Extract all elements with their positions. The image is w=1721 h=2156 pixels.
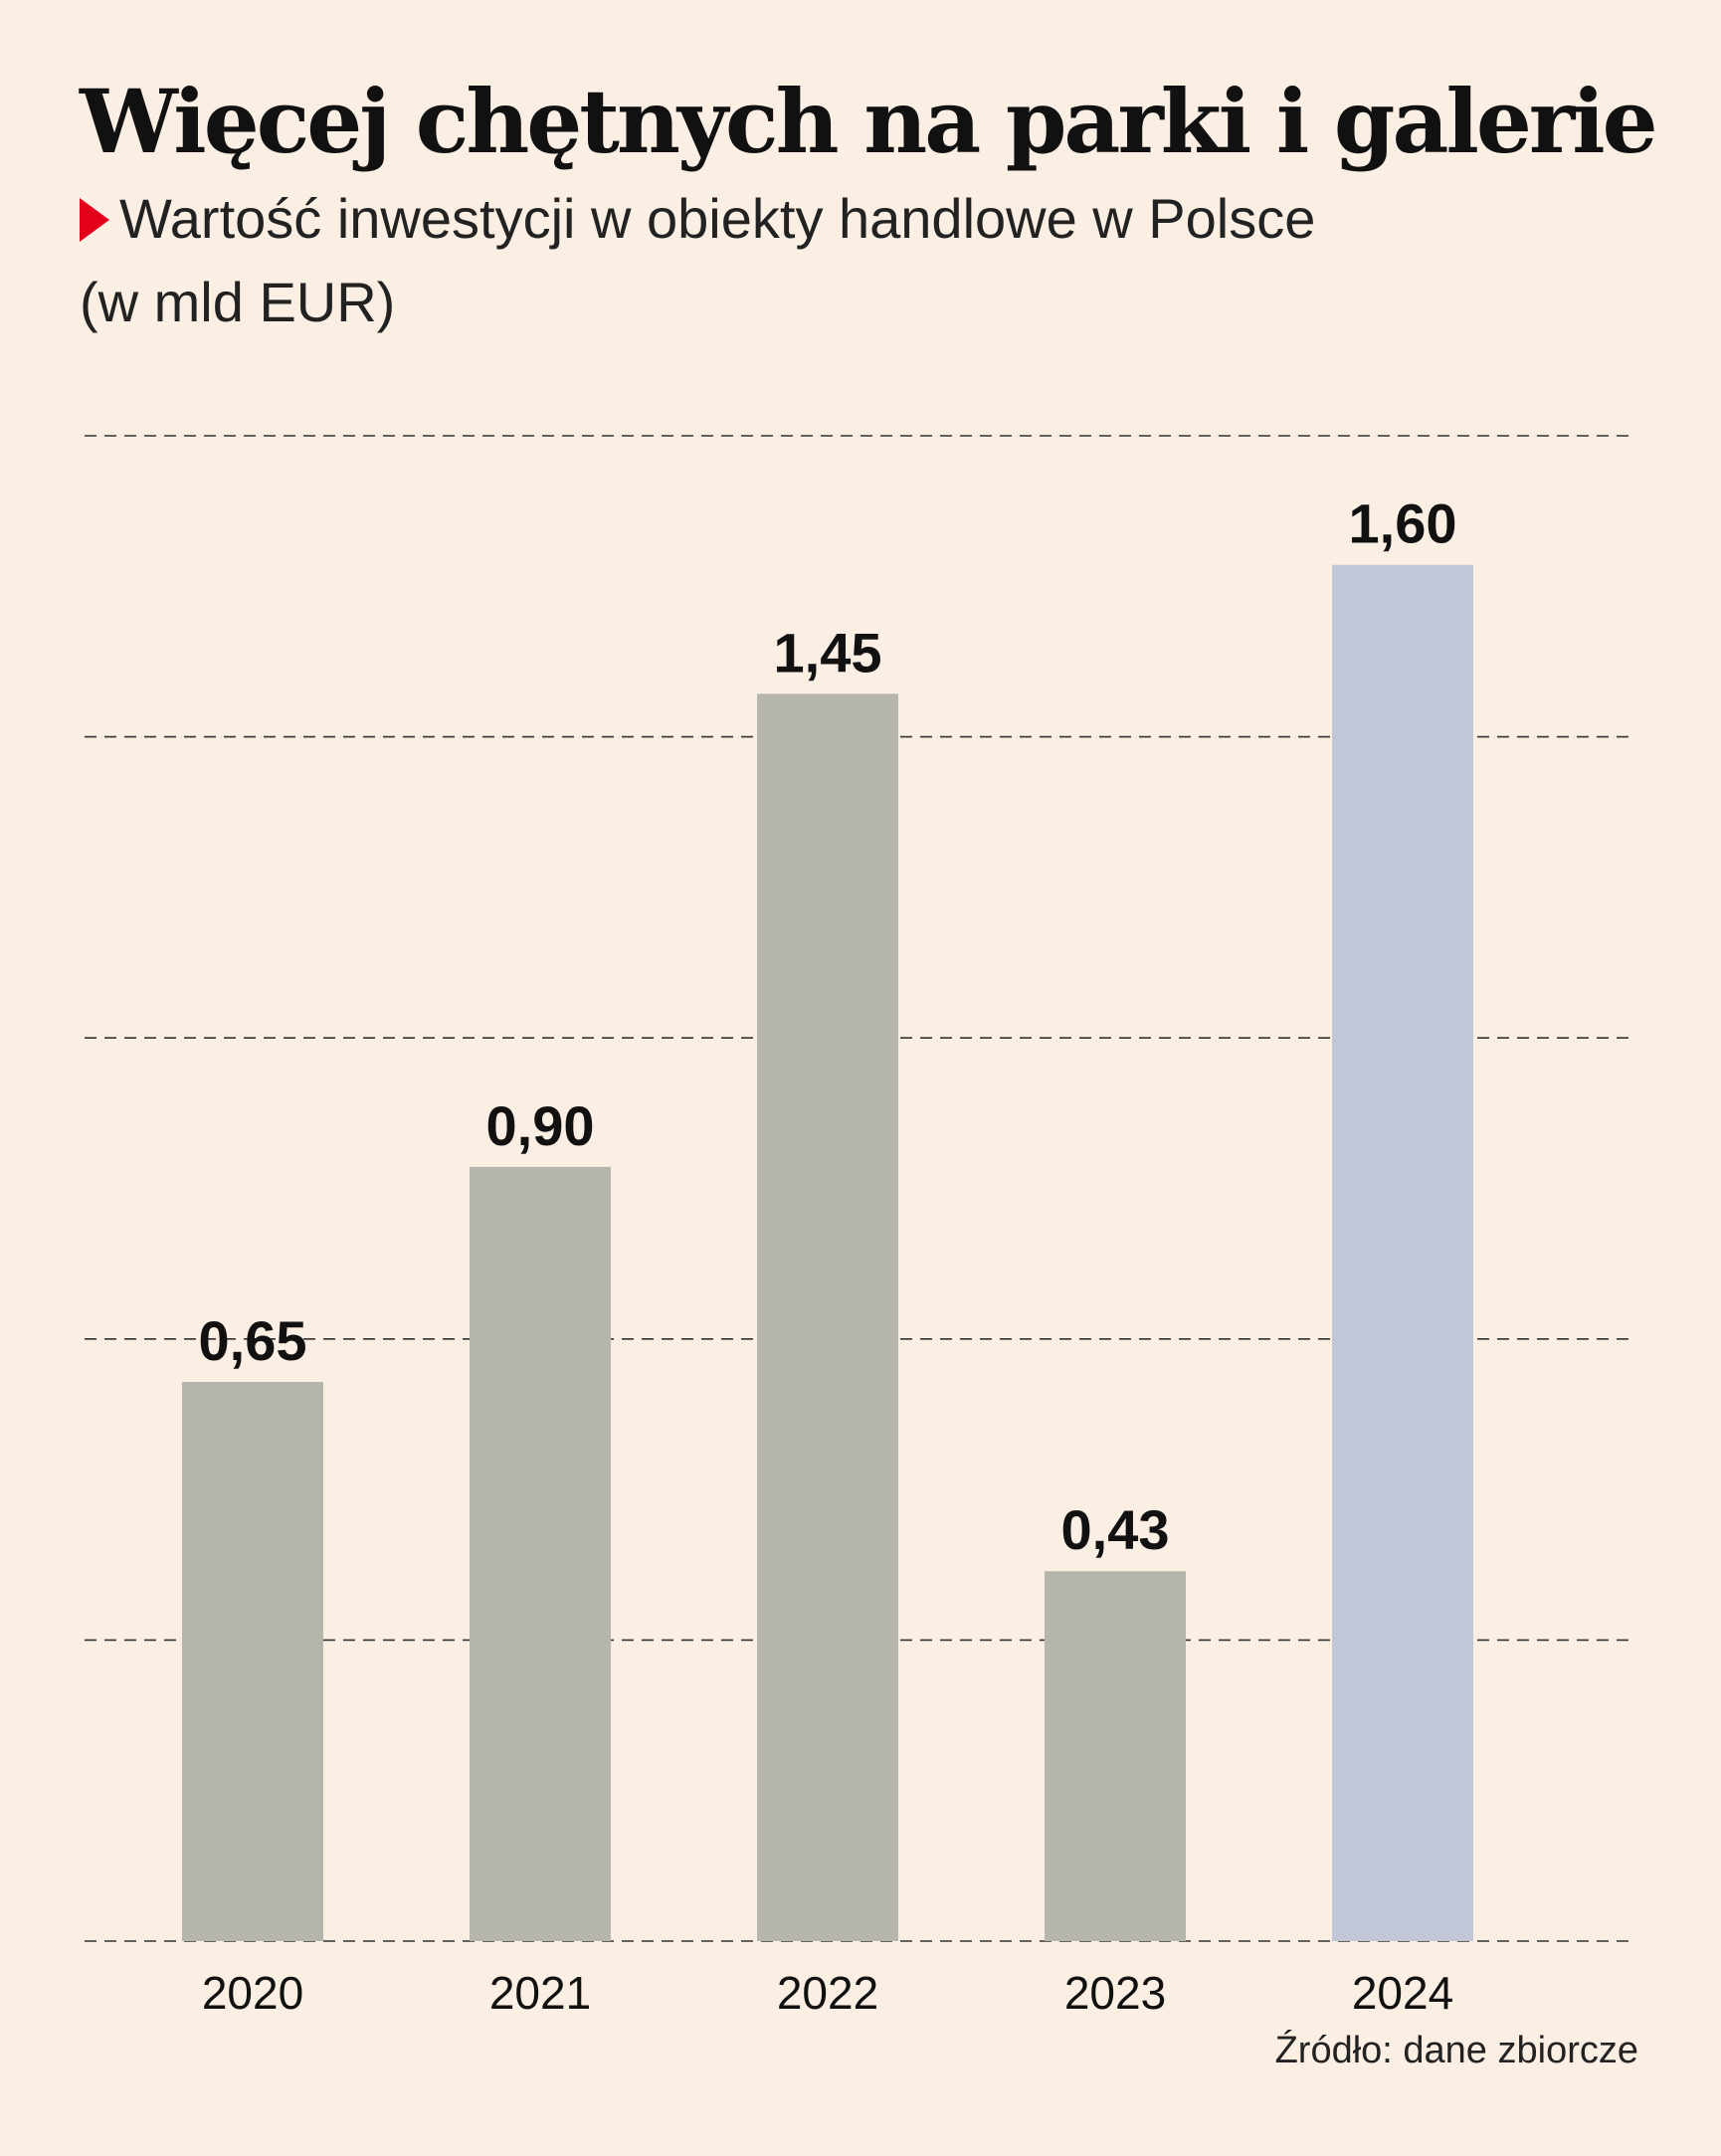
bar-2022 [757, 693, 898, 1942]
value-label-2022: 1,45 [774, 621, 882, 684]
x-tick-2022: 2022 [777, 1967, 878, 2019]
value-labels: 0,65 0,90 1,45 0,43 1,60 [199, 492, 1457, 1562]
bar-2021 [470, 1166, 611, 1941]
red-triangle-marker-icon [80, 198, 109, 242]
value-label-2023: 0,43 [1061, 1498, 1170, 1561]
bar-2024 [1332, 564, 1473, 1941]
x-tick-2023: 2023 [1064, 1967, 1166, 2019]
bar-2023 [1045, 1571, 1186, 1941]
x-tick-labels: 2020 2021 2022 2023 2024 [202, 1967, 1453, 2019]
x-tick-2024: 2024 [1352, 1967, 1453, 2019]
bars [182, 564, 1473, 1942]
value-label-2020: 0,65 [199, 1309, 307, 1372]
value-label-2021: 0,90 [486, 1094, 595, 1157]
x-tick-2021: 2021 [489, 1967, 591, 2019]
bar-2020 [182, 1382, 323, 1941]
source-note: Źródło: dane zbiorcze [1274, 2030, 1638, 2071]
chart-title: Więcej chętnych na parki i galerie [80, 70, 1658, 173]
chart-subtitle: Wartość inwestycji w obiekty handlowe w … [80, 177, 1612, 344]
subtitle-line-2: (w mld EUR) [80, 271, 396, 333]
x-tick-2020: 2020 [202, 1967, 303, 2019]
subtitle-line-1: Wartość inwestycji w obiekty handlowe w … [119, 187, 1316, 250]
value-label-2024: 1,60 [1349, 492, 1457, 555]
